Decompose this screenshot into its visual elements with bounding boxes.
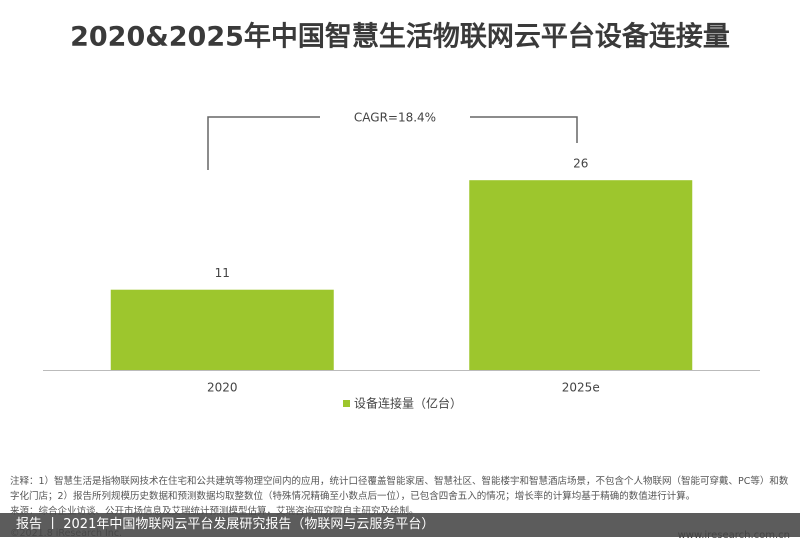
legend-label: 设备连接量（亿台） [354,396,462,411]
note: 注释：1）智慧生活是指物联网技术在住宅和公共建筑等物理空间内的应用，统计口径覆盖… [10,476,789,502]
report-title: 报告 丨 2021年中国物联网云平台发展研究报告（物联网与云服务平台） [16,517,435,532]
footer-bar: 报告 丨 2021年中国物联网云平台发展研究报告（物联网与云服务平台） [0,513,800,537]
value-label: 26 [573,157,588,171]
url: www.iresearch.com.cn [677,530,790,541]
chart-title: 2020&2025年中国智慧生活物联网云平台设备连接量 [70,21,730,53]
x-tick-label: 2025e [562,381,600,395]
cagr-label: CAGR=18.4% [354,111,436,125]
legend-swatch [343,400,350,407]
bar [469,180,693,370]
chart: 2020&2025年中国智慧生活物联网云平台设备连接量 CAGR=18.4% 1… [43,21,760,411]
x-tick-label: 2020 [207,381,238,395]
source: 来源：综合企业访谈、公开市场信息及艾瑞统计预测模型估算，艾瑞咨询研究院自主研究及… [10,506,419,517]
bar [110,289,334,370]
value-label: 11 [215,266,230,280]
cagr-bracket [207,116,578,170]
